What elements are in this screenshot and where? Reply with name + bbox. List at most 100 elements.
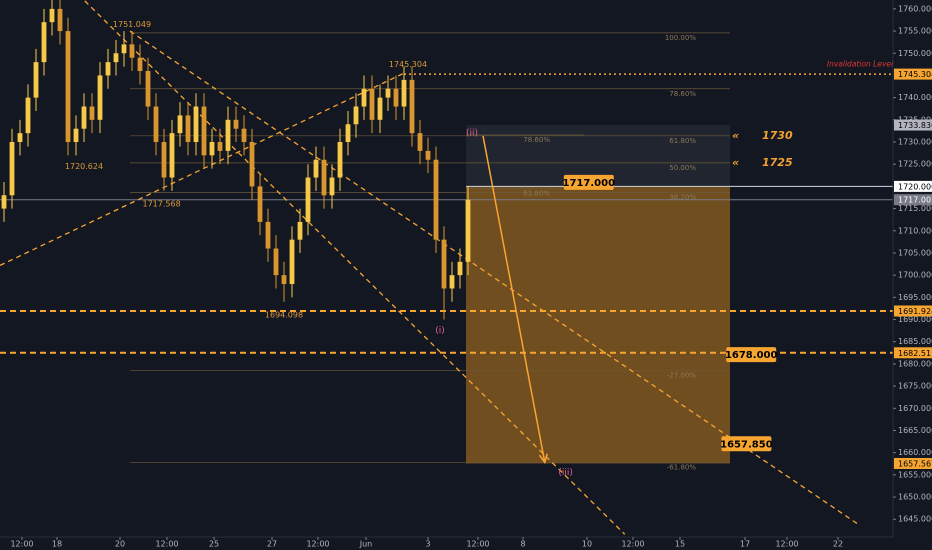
x-tick-label: 15 (675, 540, 685, 549)
candle-body (73, 128, 79, 143)
candle-body (273, 248, 279, 276)
candle-body (257, 186, 263, 222)
candle-body (449, 275, 455, 289)
y-tick-label: 1710.000 (898, 226, 932, 235)
x-tick-label: 17 (740, 540, 750, 549)
pivot-labels: 1751.049 (113, 20, 151, 29)
candle-body (25, 97, 31, 134)
fib-label: 61.80% (523, 190, 550, 198)
y-tick-label: 1700.000 (898, 271, 932, 280)
y-tick-label: 1675.000 (898, 382, 932, 391)
candle-body (377, 97, 383, 120)
candle-body (49, 8, 55, 23)
pivot-labels: 1717.568 (143, 200, 181, 209)
y-tick-label: 1650.000 (898, 493, 932, 502)
candle-body (281, 275, 287, 285)
candle-body (233, 119, 239, 129)
y-tick-label: 1685.000 (898, 337, 932, 346)
candle-body (169, 133, 175, 178)
x-tick-label: 18 (52, 540, 62, 549)
candle-body (33, 62, 39, 98)
candle-body (417, 133, 423, 151)
callout-label: 1717.000 (563, 178, 616, 189)
candle-body (105, 62, 111, 76)
candle-body (313, 159, 319, 178)
pivot-labels: 1720.624 (65, 162, 103, 171)
fib-label: 78.60% (523, 136, 550, 144)
trendline (129, 30, 861, 526)
price-tag (894, 457, 932, 469)
candle-body (401, 79, 407, 107)
y-tick-label: 1755.000 (898, 27, 932, 36)
candle-body (97, 75, 103, 120)
candle-body (65, 31, 71, 143)
zone-box (466, 186, 730, 464)
candle-body (193, 106, 199, 143)
candle-body (409, 79, 415, 134)
candle-body (201, 106, 207, 156)
candle-body (289, 239, 295, 285)
x-tick-label: 12:00 (466, 540, 489, 549)
y-tick-label: 1760.000 (898, 4, 932, 13)
candle-body (137, 57, 143, 72)
y-tick-label: 1655.000 (898, 470, 932, 479)
y-tick-label: 1715.000 (898, 204, 932, 213)
price-tag-label: 1657.567 (898, 459, 932, 468)
candle-body (329, 177, 335, 196)
candle-body (433, 159, 439, 240)
trendline (84, 0, 626, 535)
callout-box (563, 174, 614, 190)
target-label: 1730 (762, 129, 793, 142)
y-tick-label: 1645.000 (898, 515, 932, 524)
candle-body (9, 142, 15, 196)
price-tag-label: 1717.001 (898, 196, 932, 205)
fib-label: -61.80% (667, 463, 697, 471)
y-tick-label: 1660.000 (898, 448, 932, 457)
x-tick-label: 12:00 (621, 540, 644, 549)
pivot-labels: 1745.304 (389, 60, 427, 69)
candle-body (17, 133, 23, 143)
fib-label: 38.20% (669, 194, 696, 202)
candle-body (57, 8, 63, 32)
candle-body (297, 221, 303, 240)
fib-label: 78.60% (669, 90, 696, 98)
invalidation-label: Invalidation Level (827, 59, 894, 68)
fib-label: -27.00% (667, 372, 697, 380)
price-tag (894, 347, 932, 359)
x-tick-label: 12:00 (775, 540, 798, 549)
candle-body (361, 88, 367, 107)
candle-body (425, 150, 431, 160)
y-tick-label: 1680.000 (898, 359, 932, 368)
x-tick-label: Jun (359, 540, 373, 549)
y-tick-label: 1670.000 (898, 404, 932, 413)
candle-body (209, 142, 215, 156)
x-tick-label: 10 (582, 540, 592, 549)
x-tick-label: 12:00 (10, 540, 33, 549)
y-tick-label: 1740.000 (898, 93, 932, 102)
target-chevron: « (732, 129, 739, 142)
candle-body (353, 106, 359, 125)
candle-body (121, 44, 127, 54)
candle-body (465, 199, 471, 262)
candle-body (337, 142, 343, 178)
x-tick-label: 12:00 (155, 540, 178, 549)
candle-body (321, 159, 327, 196)
pivot-labels: 1694.098 (265, 311, 303, 320)
price-tag (894, 68, 932, 80)
candle-body (41, 22, 47, 63)
candle-body (161, 142, 167, 178)
price-tag-label: 1745.304 (898, 70, 932, 79)
price-tag-label: 1733.830 (898, 121, 932, 130)
y-tick-label: 1750.000 (898, 49, 932, 58)
x-tick-label: 27 (267, 540, 277, 549)
x-tick-label: 25 (209, 540, 219, 549)
candle-body (185, 115, 191, 143)
wave-labels: (iii) (558, 468, 573, 478)
candle-body (241, 128, 247, 143)
y-tick-label: 1725.000 (898, 160, 932, 169)
x-tick-label: 20 (115, 540, 125, 549)
target-chevron: « (732, 156, 739, 169)
trendline (0, 72, 406, 266)
candle-body (249, 142, 255, 187)
